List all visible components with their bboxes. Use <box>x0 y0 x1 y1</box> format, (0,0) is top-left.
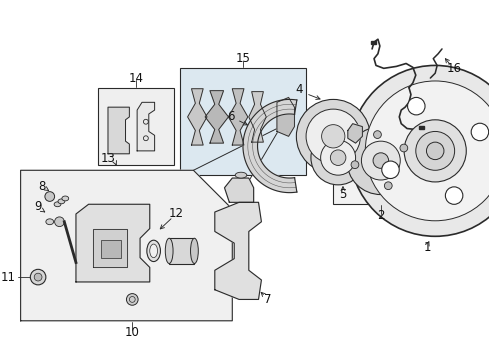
Circle shape <box>320 140 356 175</box>
Bar <box>180 68 306 175</box>
Polygon shape <box>243 99 297 193</box>
Polygon shape <box>137 102 155 151</box>
Circle shape <box>321 125 345 148</box>
Polygon shape <box>76 204 150 282</box>
Text: 16: 16 <box>447 62 462 75</box>
Ellipse shape <box>58 199 65 204</box>
Text: 3: 3 <box>322 125 329 138</box>
Polygon shape <box>228 89 248 145</box>
Circle shape <box>30 269 46 285</box>
Circle shape <box>311 130 366 185</box>
Bar <box>418 126 423 129</box>
Text: 4: 4 <box>295 83 303 96</box>
Circle shape <box>350 66 490 236</box>
Bar <box>169 238 195 264</box>
Polygon shape <box>277 98 294 136</box>
Ellipse shape <box>147 240 160 262</box>
Circle shape <box>404 120 466 182</box>
Text: 9: 9 <box>34 200 42 213</box>
Circle shape <box>426 142 444 159</box>
Circle shape <box>306 109 361 163</box>
Polygon shape <box>224 178 254 202</box>
Text: 11: 11 <box>1 271 16 284</box>
Circle shape <box>445 187 463 204</box>
Circle shape <box>351 161 359 168</box>
Text: 13: 13 <box>100 152 116 165</box>
Circle shape <box>373 153 389 168</box>
Circle shape <box>366 81 490 221</box>
Circle shape <box>330 150 346 166</box>
Polygon shape <box>205 91 228 143</box>
Text: 7: 7 <box>265 293 272 306</box>
Circle shape <box>408 98 425 115</box>
Circle shape <box>382 161 399 179</box>
Text: 8: 8 <box>38 180 46 193</box>
Text: 2: 2 <box>377 210 385 222</box>
Text: 14: 14 <box>129 72 144 85</box>
Bar <box>333 117 418 204</box>
Text: 1: 1 <box>424 242 431 255</box>
Circle shape <box>384 182 392 190</box>
Ellipse shape <box>191 238 198 264</box>
Ellipse shape <box>165 238 173 264</box>
Ellipse shape <box>46 219 53 225</box>
Polygon shape <box>21 170 232 321</box>
Circle shape <box>362 141 400 180</box>
Circle shape <box>416 131 455 170</box>
Bar <box>371 41 376 44</box>
Circle shape <box>54 217 64 226</box>
Text: 15: 15 <box>236 52 250 65</box>
Text: 12: 12 <box>169 207 183 220</box>
Text: 17: 17 <box>423 81 438 94</box>
Circle shape <box>296 99 370 173</box>
Polygon shape <box>249 92 266 142</box>
Text: 5: 5 <box>339 188 346 201</box>
Circle shape <box>45 192 54 201</box>
Circle shape <box>347 127 415 194</box>
Circle shape <box>126 294 138 305</box>
Bar <box>101 240 121 258</box>
Text: 10: 10 <box>125 326 140 339</box>
Text: 6: 6 <box>227 111 235 123</box>
Bar <box>98 88 174 166</box>
Circle shape <box>471 123 489 141</box>
Ellipse shape <box>54 202 61 207</box>
Polygon shape <box>188 89 207 145</box>
Ellipse shape <box>62 196 69 201</box>
Circle shape <box>373 131 381 139</box>
Ellipse shape <box>235 172 247 178</box>
Polygon shape <box>215 202 261 300</box>
Circle shape <box>34 273 42 281</box>
Ellipse shape <box>150 244 157 258</box>
Polygon shape <box>108 107 129 154</box>
Polygon shape <box>348 124 363 143</box>
Circle shape <box>400 144 408 152</box>
Polygon shape <box>94 229 127 267</box>
